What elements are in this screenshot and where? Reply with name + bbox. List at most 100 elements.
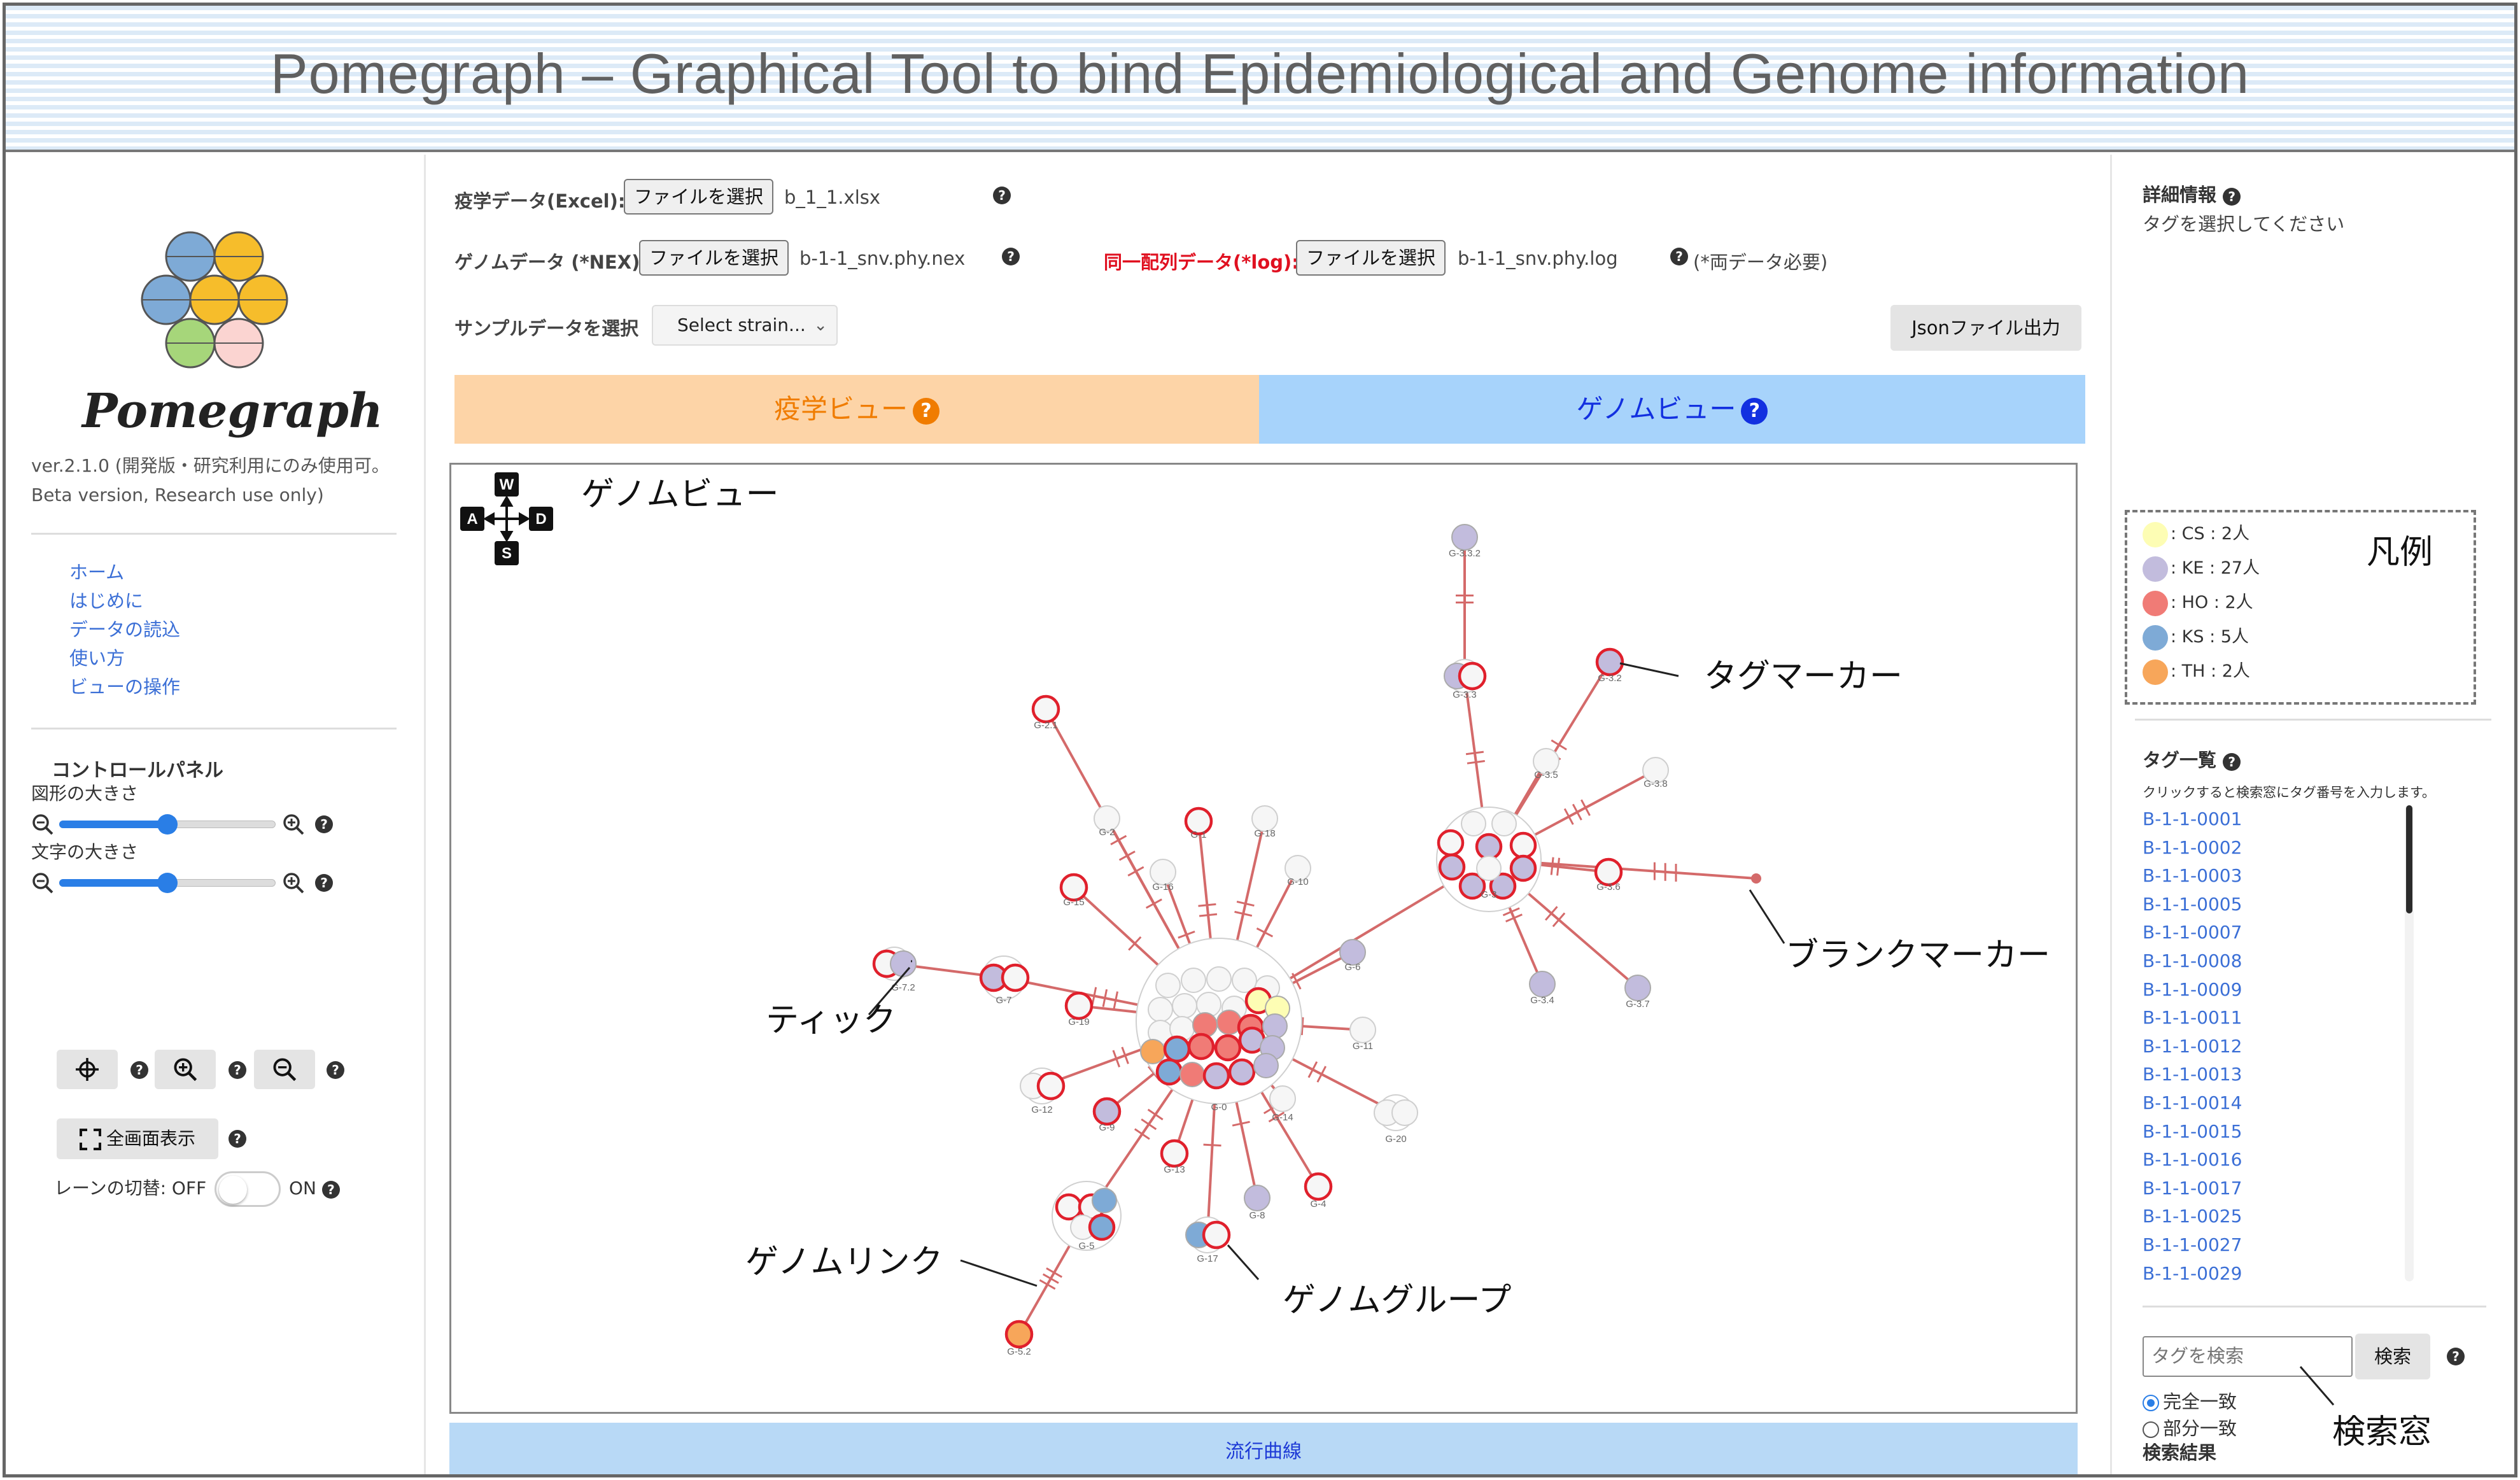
genome-group[interactable]: G-7 <box>979 955 1030 1006</box>
help-icon[interactable]: ? <box>2447 1348 2465 1365</box>
genome-node[interactable] <box>1140 1039 1165 1064</box>
genome-group[interactable]: G-0 <box>1136 938 1302 1113</box>
tag-list-item[interactable]: B-1-1-0003 <box>2143 865 2242 887</box>
nav-key-a[interactable] <box>460 507 484 531</box>
tag-list-item[interactable]: B-1-1-0007 <box>2143 922 2242 943</box>
center-view-button[interactable] <box>57 1050 118 1089</box>
genome-node[interactable] <box>890 950 917 977</box>
slider-knob[interactable] <box>157 873 178 893</box>
genome-group[interactable]: G-19 <box>1064 991 1094 1027</box>
help-icon[interactable]: ? <box>229 1061 246 1079</box>
genome-group[interactable]: G-11 <box>1349 1017 1376 1052</box>
fullscreen-button[interactable]: 全画面表示 <box>57 1118 218 1159</box>
genome-group[interactable]: G-3.2 <box>1595 647 1624 684</box>
tag-list-item[interactable]: B-1-1-0005 <box>2143 893 2242 915</box>
genome-group[interactable]: G-12 <box>1020 1068 1066 1115</box>
tag-marker[interactable] <box>1059 873 1088 902</box>
wasd-nav-control[interactable]: W A S D <box>460 472 553 565</box>
genome-group[interactable]: G-8 <box>1244 1185 1271 1221</box>
tag-marker[interactable] <box>1475 833 1503 861</box>
genome-node[interactable] <box>1179 1062 1205 1087</box>
tag-marker[interactable] <box>1155 1058 1183 1086</box>
help-icon[interactable]: ? <box>315 815 333 833</box>
genome-node[interactable] <box>1181 968 1206 993</box>
tag-marker[interactable] <box>1458 661 1487 691</box>
genome-group[interactable]: G-9 <box>1092 1097 1122 1133</box>
help-icon[interactable]: ? <box>2223 753 2241 771</box>
genome-node[interactable] <box>1349 1017 1376 1043</box>
genome-group[interactable]: G-3.5 <box>1533 748 1559 780</box>
tag-marker[interactable] <box>1160 1139 1189 1168</box>
tag-marker[interactable] <box>1202 1220 1231 1250</box>
radio-circle[interactable] <box>2143 1395 2159 1411</box>
zoom-out-button[interactable] <box>254 1050 315 1089</box>
zoom-out-icon[interactable] <box>31 813 54 836</box>
same-seq-file-button[interactable]: ファイルを選択 <box>1296 240 1446 276</box>
genome-node[interactable] <box>1244 1185 1271 1211</box>
tag-marker[interactable] <box>1489 872 1517 900</box>
tag-list-item[interactable]: B-1-1-0014 <box>2143 1092 2242 1113</box>
tag-marker[interactable] <box>1004 1320 1034 1349</box>
genome-group[interactable]: G-6 <box>1339 939 1366 973</box>
genome-group[interactable]: G-13 <box>1160 1139 1189 1175</box>
genome-group[interactable]: G-4 <box>1304 1172 1333 1209</box>
epi-file-button[interactable]: ファイルを選択 <box>624 179 774 215</box>
genome-node[interactable] <box>1092 1188 1117 1213</box>
zoom-in-icon[interactable] <box>282 813 305 836</box>
help-icon[interactable]: ? <box>130 1061 148 1079</box>
nav-load-data-link[interactable]: データの読込 <box>69 619 181 640</box>
genome-node[interactable] <box>1150 859 1176 885</box>
genome-node[interactable] <box>1529 971 1556 997</box>
tag-list-item[interactable]: B-1-1-0009 <box>2143 978 2242 1000</box>
zoom-in-button[interactable] <box>155 1050 216 1089</box>
help-icon[interactable]: ? <box>993 187 1011 204</box>
tag-marker[interactable] <box>1228 1058 1256 1086</box>
genome-file-button[interactable]: ファイルを選択 <box>639 240 789 276</box>
genome-node[interactable] <box>1476 856 1502 881</box>
tag-marker[interactable] <box>1055 1193 1083 1221</box>
tag-list-item[interactable]: B-1-1-0002 <box>2143 836 2242 858</box>
tag-list-item[interactable]: B-1-1-0011 <box>2143 1007 2242 1029</box>
tag-marker[interactable] <box>1438 853 1466 881</box>
tag-list-item[interactable]: B-1-1-0001 <box>2143 808 2242 829</box>
help-icon[interactable]: ? <box>229 1130 246 1148</box>
tag-list-item[interactable]: B-1-1-0017 <box>2143 1177 2242 1199</box>
genome-group[interactable]: G-18 <box>1251 805 1278 839</box>
genome-group[interactable]: G-10 <box>1285 855 1311 887</box>
help-icon[interactable]: ? <box>2223 188 2241 206</box>
tag-marker[interactable] <box>1304 1172 1333 1201</box>
help-icon[interactable]: ? <box>1741 397 1768 425</box>
nav-key-d[interactable] <box>529 507 553 531</box>
nav-key-w[interactable] <box>495 472 519 497</box>
help-icon[interactable]: ? <box>327 1061 344 1079</box>
text-size-slider[interactable]: ? <box>31 866 337 898</box>
tag-list-item[interactable]: B-1-1-0008 <box>2143 950 2242 971</box>
genome-node[interactable] <box>1262 1013 1288 1039</box>
scrollbar-thumb[interactable] <box>2406 805 2412 913</box>
genome-node[interactable] <box>1269 1085 1296 1112</box>
help-icon[interactable]: ? <box>913 397 940 425</box>
tag-marker[interactable] <box>1458 872 1486 900</box>
help-icon[interactable]: ? <box>315 874 333 892</box>
genome-group[interactable]: G-5.2 <box>1004 1320 1034 1357</box>
search-button[interactable]: 検索 <box>2355 1334 2430 1379</box>
tag-marker[interactable] <box>1187 1032 1215 1061</box>
genome-group[interactable]: G-3.7 <box>1624 975 1651 1010</box>
shape-size-slider[interactable]: ? <box>31 808 337 840</box>
tab-epi-view[interactable]: 疫学ビュー? <box>454 375 1259 444</box>
genome-node[interactable] <box>1192 1012 1218 1038</box>
genome-group[interactable]: G-7.2 <box>872 947 917 993</box>
genome-group[interactable]: G-20 <box>1374 1094 1418 1145</box>
nav-home-link[interactable]: ホーム <box>69 561 125 583</box>
slider-knob[interactable] <box>157 814 178 835</box>
genome-node[interactable] <box>1251 805 1278 832</box>
genome-node[interactable] <box>1285 855 1311 882</box>
tag-list-item[interactable]: B-1-1-0025 <box>2143 1206 2242 1227</box>
tag-list-scrollbar[interactable] <box>2405 805 2414 1281</box>
genome-groups[interactable]: G-3.3.2 G-3.3 G-3.2 G-3.5 G-3.8 G-3.6 G-3 G-3.4… <box>872 524 1669 1357</box>
tag-marker[interactable] <box>1184 807 1213 836</box>
genome-group[interactable]: G-3.4 <box>1529 971 1556 1006</box>
genome-node[interactable] <box>1339 939 1366 966</box>
zoom-out-icon[interactable] <box>31 871 54 894</box>
help-icon[interactable]: ? <box>1002 248 1020 265</box>
